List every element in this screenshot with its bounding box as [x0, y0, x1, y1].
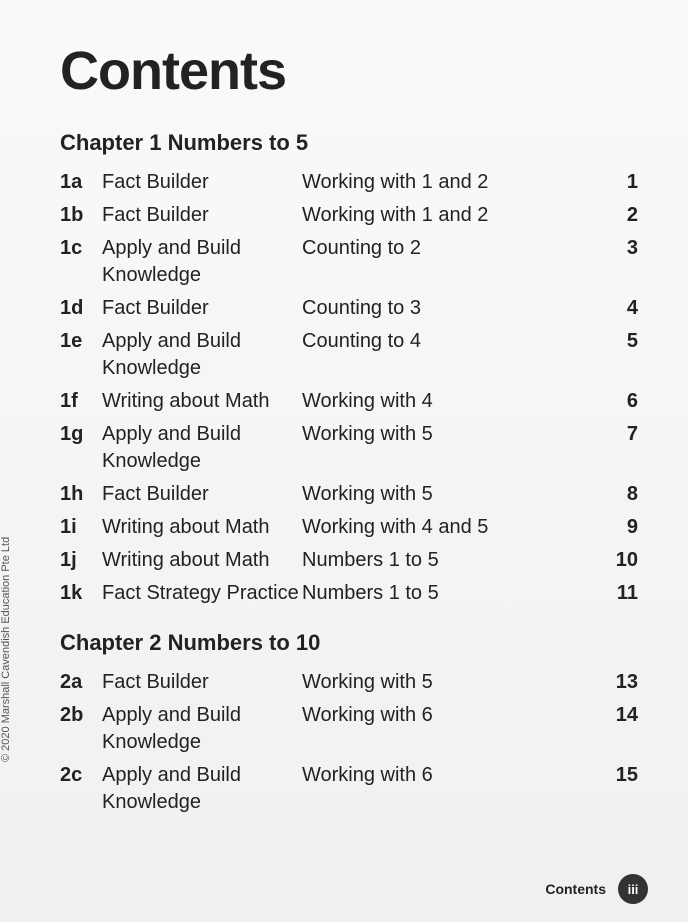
toc-topic: Working with 5 [302, 421, 588, 448]
toc-type: Apply and Build Knowledge [102, 421, 302, 475]
toc-id: 1c [60, 235, 102, 262]
toc-id: 1h [60, 481, 102, 508]
toc-row: 1iWriting about MathWorking with 4 and 5… [60, 511, 638, 544]
toc-topic: Numbers 1 to 5 [302, 580, 588, 607]
toc-page: 2 [588, 202, 638, 229]
toc-topic: Counting to 3 [302, 295, 588, 322]
toc-row: 2bApply and Build KnowledgeWorking with … [60, 699, 638, 759]
toc-topic: Working with 5 [302, 669, 588, 696]
page-number-badge: iii [618, 874, 648, 904]
toc-type: Apply and Build Knowledge [102, 235, 302, 289]
chapter-title: Chapter 2 Numbers to 10 [60, 630, 638, 656]
chapter-title: Chapter 1 Numbers to 5 [60, 130, 638, 156]
toc-row: 1bFact BuilderWorking with 1 and 22 [60, 199, 638, 232]
toc-topic: Working with 1 and 2 [302, 169, 588, 196]
toc-id: 2a [60, 669, 102, 696]
copyright-text: © 2020 Marshall Cavendish Education Pte … [0, 537, 12, 762]
toc-type: Apply and Build Knowledge [102, 702, 302, 756]
toc-type: Fact Builder [102, 202, 302, 229]
toc-id: 1j [60, 547, 102, 574]
toc-page: 3 [588, 235, 638, 262]
toc-row: 1cApply and Build KnowledgeCounting to 2… [60, 232, 638, 292]
toc-page: 6 [588, 388, 638, 415]
toc-row: 1kFact Strategy PracticeNumbers 1 to 511 [60, 577, 638, 610]
toc-type: Apply and Build Knowledge [102, 762, 302, 816]
toc-id: 1d [60, 295, 102, 322]
toc-topic: Working with 5 [302, 481, 588, 508]
toc-type: Writing about Math [102, 388, 302, 415]
toc-id: 1e [60, 328, 102, 355]
toc-page: 1 [588, 169, 638, 196]
toc-topic: Working with 6 [302, 762, 588, 789]
toc-row: 1eApply and Build KnowledgeCounting to 4… [60, 325, 638, 385]
toc-row: 1fWriting about MathWorking with 46 [60, 385, 638, 418]
toc-page: 15 [588, 762, 638, 789]
toc-id: 1i [60, 514, 102, 541]
toc-id: 2c [60, 762, 102, 789]
toc-type: Fact Builder [102, 295, 302, 322]
toc-topic: Counting to 2 [302, 235, 588, 262]
toc-page: 13 [588, 669, 638, 696]
toc-type: Fact Builder [102, 481, 302, 508]
toc-id: 1f [60, 388, 102, 415]
toc-row: 1hFact BuilderWorking with 58 [60, 478, 638, 511]
toc-row: 2aFact BuilderWorking with 513 [60, 666, 638, 699]
toc-page: 11 [588, 580, 638, 607]
page-title: Contents [60, 40, 638, 102]
toc-page: 10 [588, 547, 638, 574]
toc-id: 1g [60, 421, 102, 448]
toc-topic: Working with 4 [302, 388, 588, 415]
toc-id: 1a [60, 169, 102, 196]
toc-topic: Numbers 1 to 5 [302, 547, 588, 574]
toc-row: 1dFact BuilderCounting to 34 [60, 292, 638, 325]
page: Contents Chapter 1 Numbers to 51aFact Bu… [0, 0, 688, 922]
toc-page: 7 [588, 421, 638, 448]
toc-id: 1k [60, 580, 102, 607]
toc-topic: Working with 4 and 5 [302, 514, 588, 541]
toc-type: Writing about Math [102, 514, 302, 541]
toc-page: 5 [588, 328, 638, 355]
toc-id: 2b [60, 702, 102, 729]
toc-type: Fact Builder [102, 669, 302, 696]
toc-body: Chapter 1 Numbers to 51aFact BuilderWork… [60, 130, 638, 819]
toc-page: 4 [588, 295, 638, 322]
toc-row: 1aFact BuilderWorking with 1 and 21 [60, 166, 638, 199]
toc-type: Writing about Math [102, 547, 302, 574]
toc-topic: Working with 6 [302, 702, 588, 729]
toc-row: 1gApply and Build KnowledgeWorking with … [60, 418, 638, 478]
toc-type: Apply and Build Knowledge [102, 328, 302, 382]
toc-id: 1b [60, 202, 102, 229]
toc-page: 8 [588, 481, 638, 508]
toc-type: Fact Strategy Practice [102, 580, 302, 607]
toc-type: Fact Builder [102, 169, 302, 196]
toc-page: 14 [588, 702, 638, 729]
toc-topic: Counting to 4 [302, 328, 588, 355]
toc-row: 2cApply and Build KnowledgeWorking with … [60, 759, 638, 819]
footer-label: Contents [545, 881, 606, 897]
toc-row: 1jWriting about MathNumbers 1 to 510 [60, 544, 638, 577]
footer: Contents iii [545, 874, 648, 904]
toc-page: 9 [588, 514, 638, 541]
toc-topic: Working with 1 and 2 [302, 202, 588, 229]
